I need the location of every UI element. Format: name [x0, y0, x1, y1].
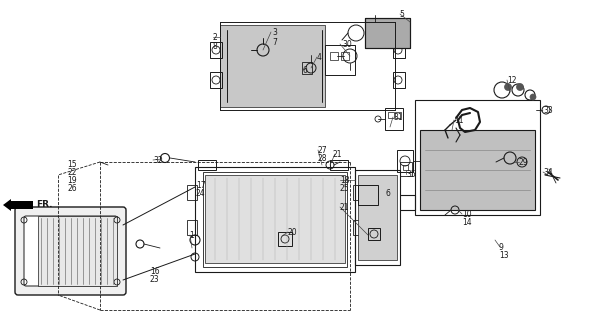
Bar — [205, 175, 345, 263]
Text: 6: 6 — [303, 66, 308, 75]
Text: 9: 9 — [499, 243, 504, 252]
Bar — [210, 42, 222, 58]
Bar — [420, 130, 535, 210]
Text: 15: 15 — [67, 160, 77, 169]
Bar — [195, 167, 355, 272]
Text: 14: 14 — [462, 218, 471, 227]
Text: 6: 6 — [386, 189, 391, 198]
Bar — [358, 175, 397, 260]
Text: 11: 11 — [454, 116, 464, 125]
Text: 16: 16 — [150, 267, 160, 276]
Text: 26: 26 — [67, 184, 77, 193]
Text: 33: 33 — [543, 106, 552, 115]
Bar — [358, 185, 378, 205]
Bar — [365, 18, 410, 48]
Text: 1: 1 — [189, 231, 194, 240]
Text: 4: 4 — [317, 53, 322, 62]
Text: 3: 3 — [272, 28, 277, 37]
Bar — [400, 162, 412, 176]
Bar — [388, 112, 394, 118]
Text: 20: 20 — [288, 228, 297, 237]
Text: 10: 10 — [462, 210, 471, 219]
FancyBboxPatch shape — [15, 207, 126, 295]
Bar — [415, 100, 540, 215]
Bar — [330, 160, 348, 170]
Text: 22: 22 — [67, 168, 76, 177]
Bar — [365, 18, 410, 48]
Text: 2: 2 — [213, 33, 218, 42]
Bar — [385, 108, 403, 130]
Text: 23: 23 — [150, 275, 160, 284]
Bar — [302, 62, 312, 74]
Circle shape — [530, 94, 536, 100]
Text: 13: 13 — [499, 251, 508, 260]
Bar — [355, 170, 400, 265]
FancyArrow shape — [3, 199, 33, 211]
Bar — [220, 25, 325, 107]
FancyBboxPatch shape — [24, 216, 117, 286]
Text: 32: 32 — [153, 156, 163, 165]
Bar — [368, 228, 380, 240]
Bar — [210, 72, 222, 88]
Text: 28: 28 — [318, 154, 327, 163]
Text: 21: 21 — [340, 203, 349, 212]
Bar — [187, 185, 197, 200]
Bar — [353, 185, 363, 200]
Bar — [341, 52, 349, 60]
Text: 12: 12 — [507, 76, 517, 85]
Text: 30: 30 — [342, 40, 352, 49]
Text: 21: 21 — [333, 150, 343, 159]
Text: 35: 35 — [406, 170, 416, 179]
Circle shape — [504, 84, 511, 91]
Bar — [403, 165, 408, 170]
Text: FR.: FR. — [36, 200, 52, 209]
Text: 24: 24 — [196, 189, 206, 198]
Text: 31: 31 — [393, 113, 403, 122]
Bar — [330, 52, 338, 60]
Text: 8: 8 — [213, 42, 218, 51]
Text: 7: 7 — [272, 38, 277, 47]
Bar — [395, 112, 401, 118]
Text: 34: 34 — [543, 168, 552, 177]
Bar — [393, 42, 405, 58]
Text: 18: 18 — [340, 176, 349, 185]
Bar — [278, 232, 292, 246]
Bar — [203, 172, 347, 267]
Text: 25: 25 — [340, 184, 350, 193]
Bar — [397, 150, 413, 172]
Text: 29: 29 — [519, 158, 529, 167]
Bar — [325, 45, 355, 75]
Bar — [198, 160, 216, 170]
Circle shape — [517, 84, 523, 91]
Bar — [393, 72, 405, 88]
Text: 27: 27 — [318, 146, 328, 155]
Bar — [38, 216, 117, 286]
Bar — [187, 220, 197, 235]
Text: 5: 5 — [399, 10, 404, 19]
Bar — [353, 220, 363, 235]
Text: 19: 19 — [67, 176, 77, 185]
Text: 17: 17 — [196, 181, 206, 190]
